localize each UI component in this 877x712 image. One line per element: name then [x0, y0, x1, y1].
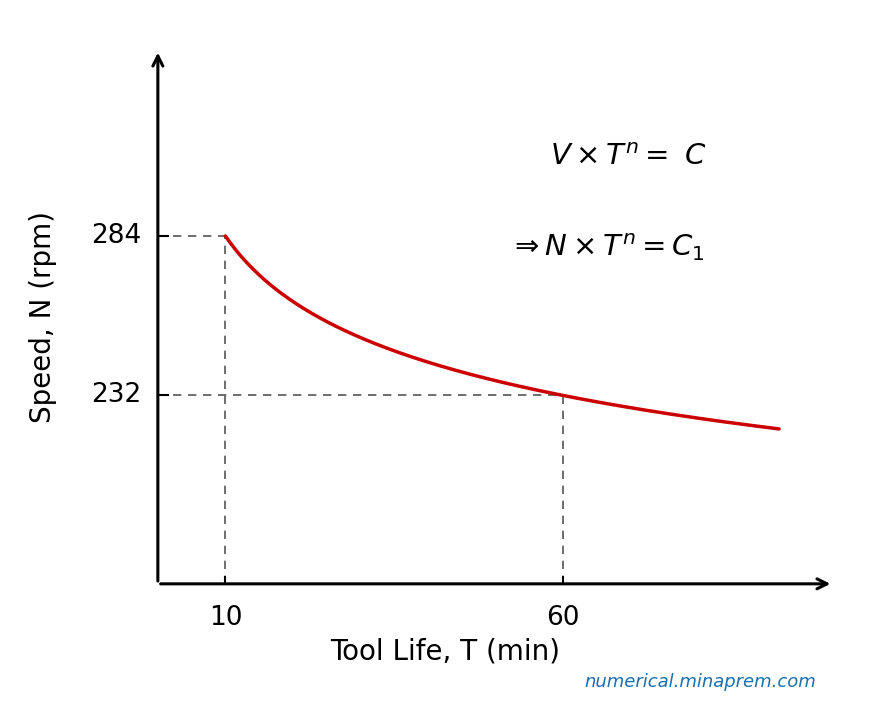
Text: 60: 60	[546, 605, 580, 632]
Text: 10: 10	[209, 605, 242, 632]
Text: Speed, N (rpm): Speed, N (rpm)	[29, 211, 57, 423]
Text: $V \times T^n = \ C$: $V \times T^n = \ C$	[550, 142, 706, 171]
Text: $\Rightarrow N \times T^n = C_1$: $\Rightarrow N \times T^n = C_1$	[509, 232, 705, 263]
Text: Tool Life, T (min): Tool Life, T (min)	[330, 637, 560, 665]
Text: 284: 284	[90, 223, 141, 249]
Text: 232: 232	[90, 382, 141, 408]
Text: numerical.minaprem.com: numerical.minaprem.com	[584, 673, 816, 691]
